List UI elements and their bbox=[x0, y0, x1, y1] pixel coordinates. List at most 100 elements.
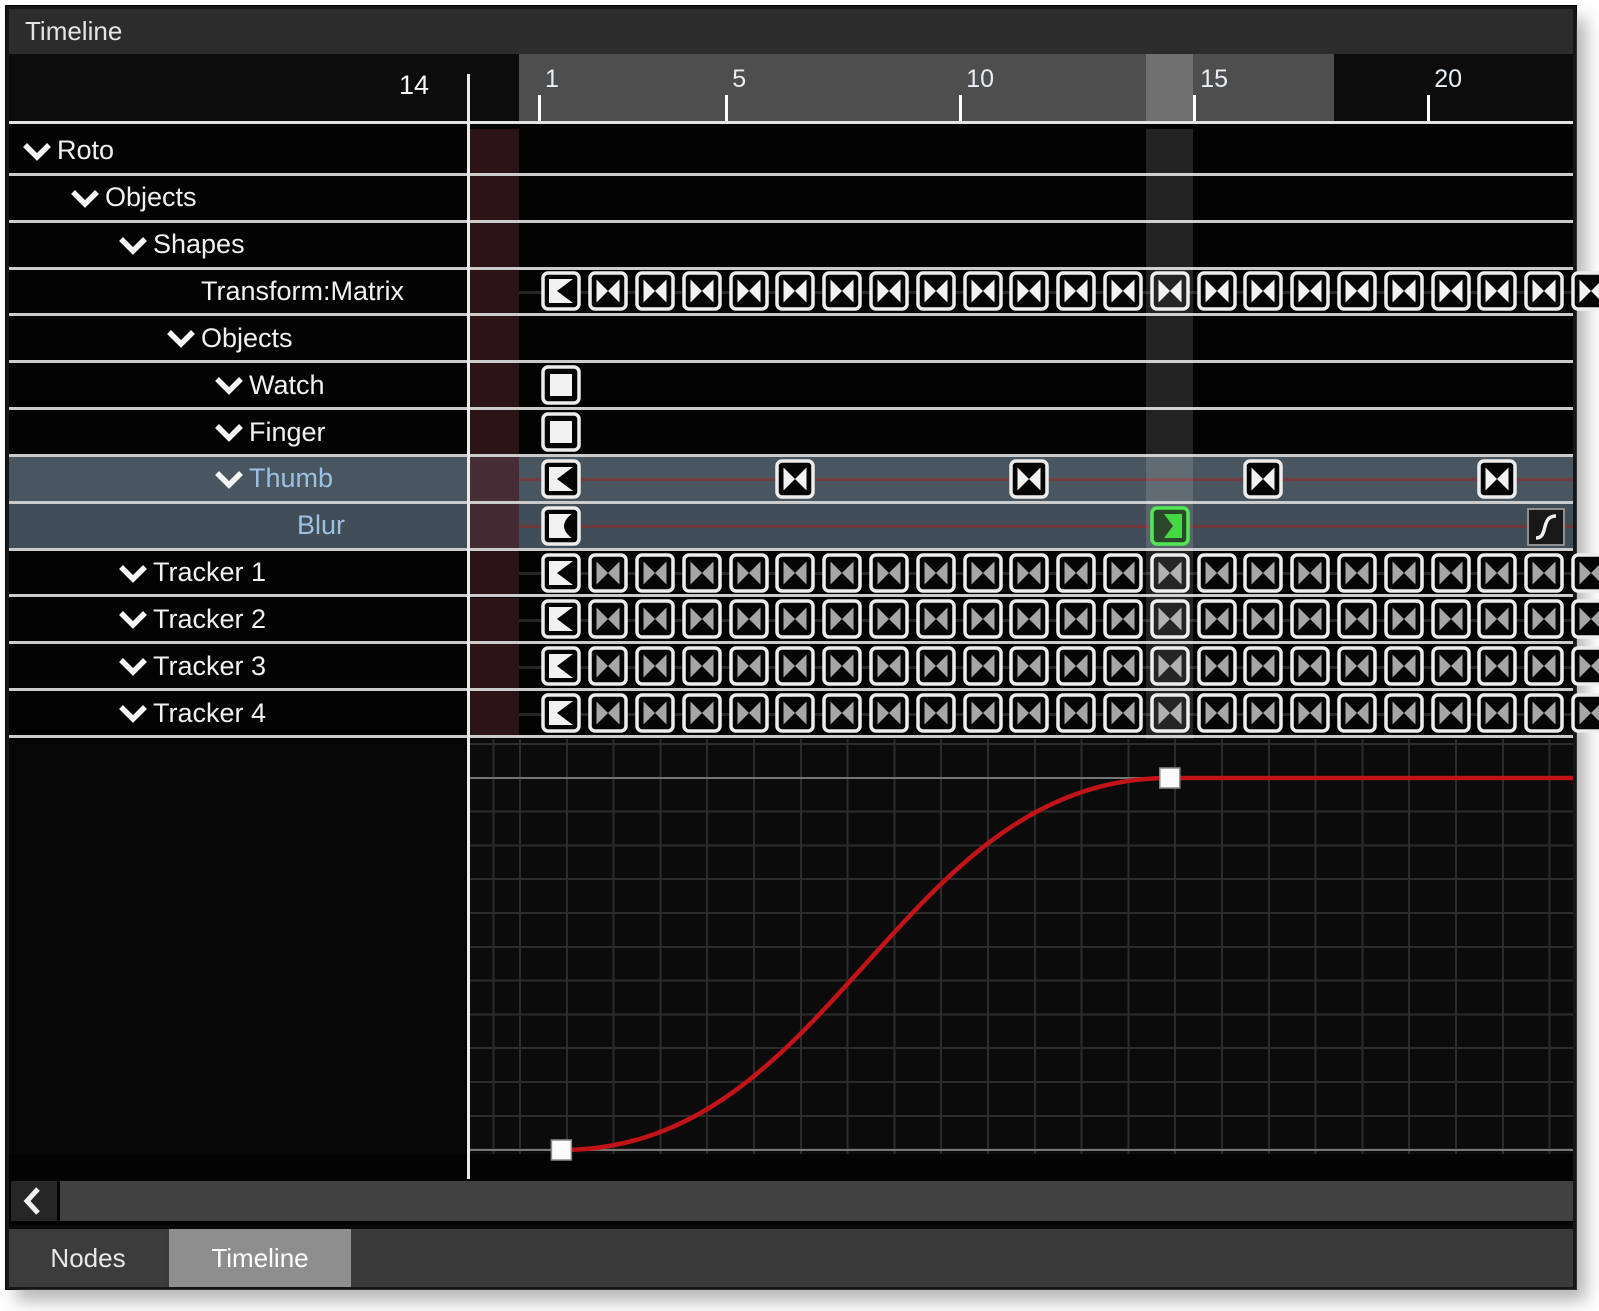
track-label-cell[interactable]: Blur bbox=[9, 504, 719, 548]
keyframe-regular-f22[interactable] bbox=[1524, 552, 1564, 593]
keyframe-regular-f11[interactable] bbox=[1009, 646, 1050, 687]
track-row-transform-matrix[interactable]: Transform:Matrix bbox=[9, 269, 1599, 317]
keyframe-regular-f19[interactable] bbox=[1384, 552, 1424, 593]
keyframe-regular-f12[interactable] bbox=[1056, 693, 1096, 733]
keyframe-regular-f15[interactable] bbox=[1196, 599, 1237, 640]
track-row-tracker-4[interactable]: Tracker 4 bbox=[9, 691, 1599, 739]
track-row-watch[interactable]: Watch bbox=[9, 363, 1573, 411]
keyframe-regular-f20[interactable] bbox=[1430, 646, 1471, 687]
keyframe-regular-f15[interactable] bbox=[1196, 646, 1237, 687]
keyframe-first-f1[interactable] bbox=[541, 271, 582, 312]
keyframe-regular-f23[interactable] bbox=[1571, 646, 1599, 687]
keyframe-regular-f9[interactable] bbox=[916, 271, 956, 312]
keyframe-regular-f14[interactable] bbox=[1150, 646, 1190, 687]
keyframe-regular-f6[interactable] bbox=[775, 646, 816, 687]
keyframe-regular-f18[interactable] bbox=[1337, 271, 1377, 312]
keyframe-regular-f10[interactable] bbox=[962, 271, 1003, 312]
track-row-tracker-1[interactable]: Tracker 1 bbox=[9, 550, 1599, 598]
keyframe-regular-f2[interactable] bbox=[588, 271, 628, 312]
track-row-objects[interactable]: Objects bbox=[9, 316, 1573, 364]
keyframe-regular-f16[interactable] bbox=[1243, 459, 1284, 499]
keyframe-regular-f23[interactable] bbox=[1571, 271, 1599, 312]
keyframe-regular-f8[interactable] bbox=[869, 693, 909, 733]
keyframe-regular-f6[interactable] bbox=[775, 459, 816, 499]
keyframe-regular-f9[interactable] bbox=[916, 599, 956, 640]
keyframe-regular-f5[interactable] bbox=[728, 693, 769, 733]
keyframe-regular-f19[interactable] bbox=[1384, 646, 1424, 687]
track-row-tracker-3[interactable]: Tracker 3 bbox=[9, 644, 1599, 692]
keyframe-regular-f7[interactable] bbox=[822, 271, 862, 312]
keyframe-regular-f16[interactable] bbox=[1243, 693, 1284, 733]
track-label-cell[interactable]: Shapes bbox=[9, 223, 575, 267]
keyframe-regular-f17[interactable] bbox=[1290, 693, 1330, 733]
keyframe-regular-f7[interactable] bbox=[822, 599, 862, 640]
keyframe-regular-f12[interactable] bbox=[1056, 646, 1096, 687]
keyframe-regular-f13[interactable] bbox=[1103, 693, 1143, 733]
keyframe-regular-f13[interactable] bbox=[1103, 599, 1143, 640]
keyframe-regular-f9[interactable] bbox=[916, 552, 956, 593]
keyframe-regular-f20[interactable] bbox=[1430, 693, 1471, 733]
keyframe-first-f1[interactable] bbox=[541, 646, 582, 687]
keyframe-regular-f21[interactable] bbox=[1477, 271, 1518, 312]
keyframe-regular-f16[interactable] bbox=[1243, 271, 1284, 312]
track-row-thumb[interactable]: Thumb bbox=[9, 456, 1573, 504]
keyframe-regular-f13[interactable] bbox=[1103, 646, 1143, 687]
keyframe-regular-f2[interactable] bbox=[588, 552, 628, 593]
keyframe-regular-f3[interactable] bbox=[635, 552, 675, 593]
keyframe-regular-f15[interactable] bbox=[1196, 271, 1237, 312]
keyframe-regular-f5[interactable] bbox=[728, 599, 769, 640]
scroll-left-button[interactable] bbox=[11, 1181, 57, 1221]
track-label-cell[interactable]: Tracker 4 bbox=[9, 691, 575, 735]
keyframe-regular-f13[interactable] bbox=[1103, 552, 1143, 593]
keyframe-regular-f16[interactable] bbox=[1243, 646, 1284, 687]
keyframe-regular-f6[interactable] bbox=[775, 271, 816, 312]
keyframe-regular-f2[interactable] bbox=[588, 646, 628, 687]
keyframe-regular-f6[interactable] bbox=[775, 552, 816, 593]
keyframe-first-f1[interactable] bbox=[541, 552, 582, 593]
keyframe-regular-f10[interactable] bbox=[962, 599, 1003, 640]
keyframe-regular-f20[interactable] bbox=[1430, 552, 1471, 593]
playhead-column-overlay[interactable] bbox=[1146, 129, 1194, 739]
keyframe-regular-f17[interactable] bbox=[1290, 552, 1330, 593]
tab-nodes[interactable]: Nodes bbox=[11, 1229, 165, 1287]
keyframe-regular-f3[interactable] bbox=[635, 599, 675, 640]
keyframe-regular-f8[interactable] bbox=[869, 599, 909, 640]
tab-timeline[interactable]: Timeline bbox=[169, 1229, 351, 1287]
keyframe-regular-f16[interactable] bbox=[1243, 599, 1284, 640]
keyframe-regular-f18[interactable] bbox=[1337, 552, 1377, 593]
keyframe-regular-f22[interactable] bbox=[1524, 693, 1564, 733]
keyframe-regular-f17[interactable] bbox=[1290, 271, 1330, 312]
keyframe-regular-f16[interactable] bbox=[1243, 552, 1284, 593]
keyframe-regular-f14[interactable] bbox=[1150, 271, 1190, 312]
keyframe-square-f1[interactable] bbox=[541, 365, 582, 405]
keyframe-regular-f20[interactable] bbox=[1430, 599, 1471, 640]
keyframe-regular-f21[interactable] bbox=[1477, 693, 1518, 733]
keyframe-regular-f2[interactable] bbox=[588, 693, 628, 733]
curve-mode-icon[interactable] bbox=[1527, 507, 1565, 546]
keyframe-regular-f23[interactable] bbox=[1571, 552, 1599, 593]
keyframe-regular-f3[interactable] bbox=[635, 693, 675, 733]
keyframe-regular-f12[interactable] bbox=[1056, 552, 1096, 593]
keyframe-regular-f5[interactable] bbox=[728, 271, 769, 312]
keyframe-regular-f3[interactable] bbox=[635, 646, 675, 687]
keyframe-regular-f18[interactable] bbox=[1337, 599, 1377, 640]
keyframe-regular-f19[interactable] bbox=[1384, 693, 1424, 733]
track-label-cell[interactable]: Tracker 1 bbox=[9, 551, 575, 595]
keyframe-regular-f19[interactable] bbox=[1384, 599, 1424, 640]
track-label-cell[interactable]: Roto bbox=[9, 129, 479, 173]
keyframe-regular-f10[interactable] bbox=[962, 552, 1003, 593]
keyframe-first-f1[interactable] bbox=[541, 693, 582, 733]
tree-timeline-divider[interactable] bbox=[467, 74, 470, 1179]
track-row-shapes[interactable]: Shapes bbox=[9, 222, 1573, 270]
keyframe-first-f1[interactable] bbox=[541, 599, 582, 640]
keyframe-first-f1[interactable] bbox=[541, 459, 582, 499]
keyframe-regular-f11[interactable] bbox=[1009, 599, 1050, 640]
keyframe-regular-f10[interactable] bbox=[962, 646, 1003, 687]
track-label-cell[interactable]: Transform:Matrix bbox=[9, 270, 623, 314]
keyframe-regular-f21[interactable] bbox=[1477, 459, 1518, 499]
keyframe-regular-f4[interactable] bbox=[682, 646, 722, 687]
keyframe-first_curved-f1[interactable] bbox=[541, 505, 582, 546]
keyframe-regular-f21[interactable] bbox=[1477, 599, 1518, 640]
keyframe-regular-f14[interactable] bbox=[1150, 599, 1190, 640]
keyframe-regular-f13[interactable] bbox=[1103, 271, 1143, 312]
